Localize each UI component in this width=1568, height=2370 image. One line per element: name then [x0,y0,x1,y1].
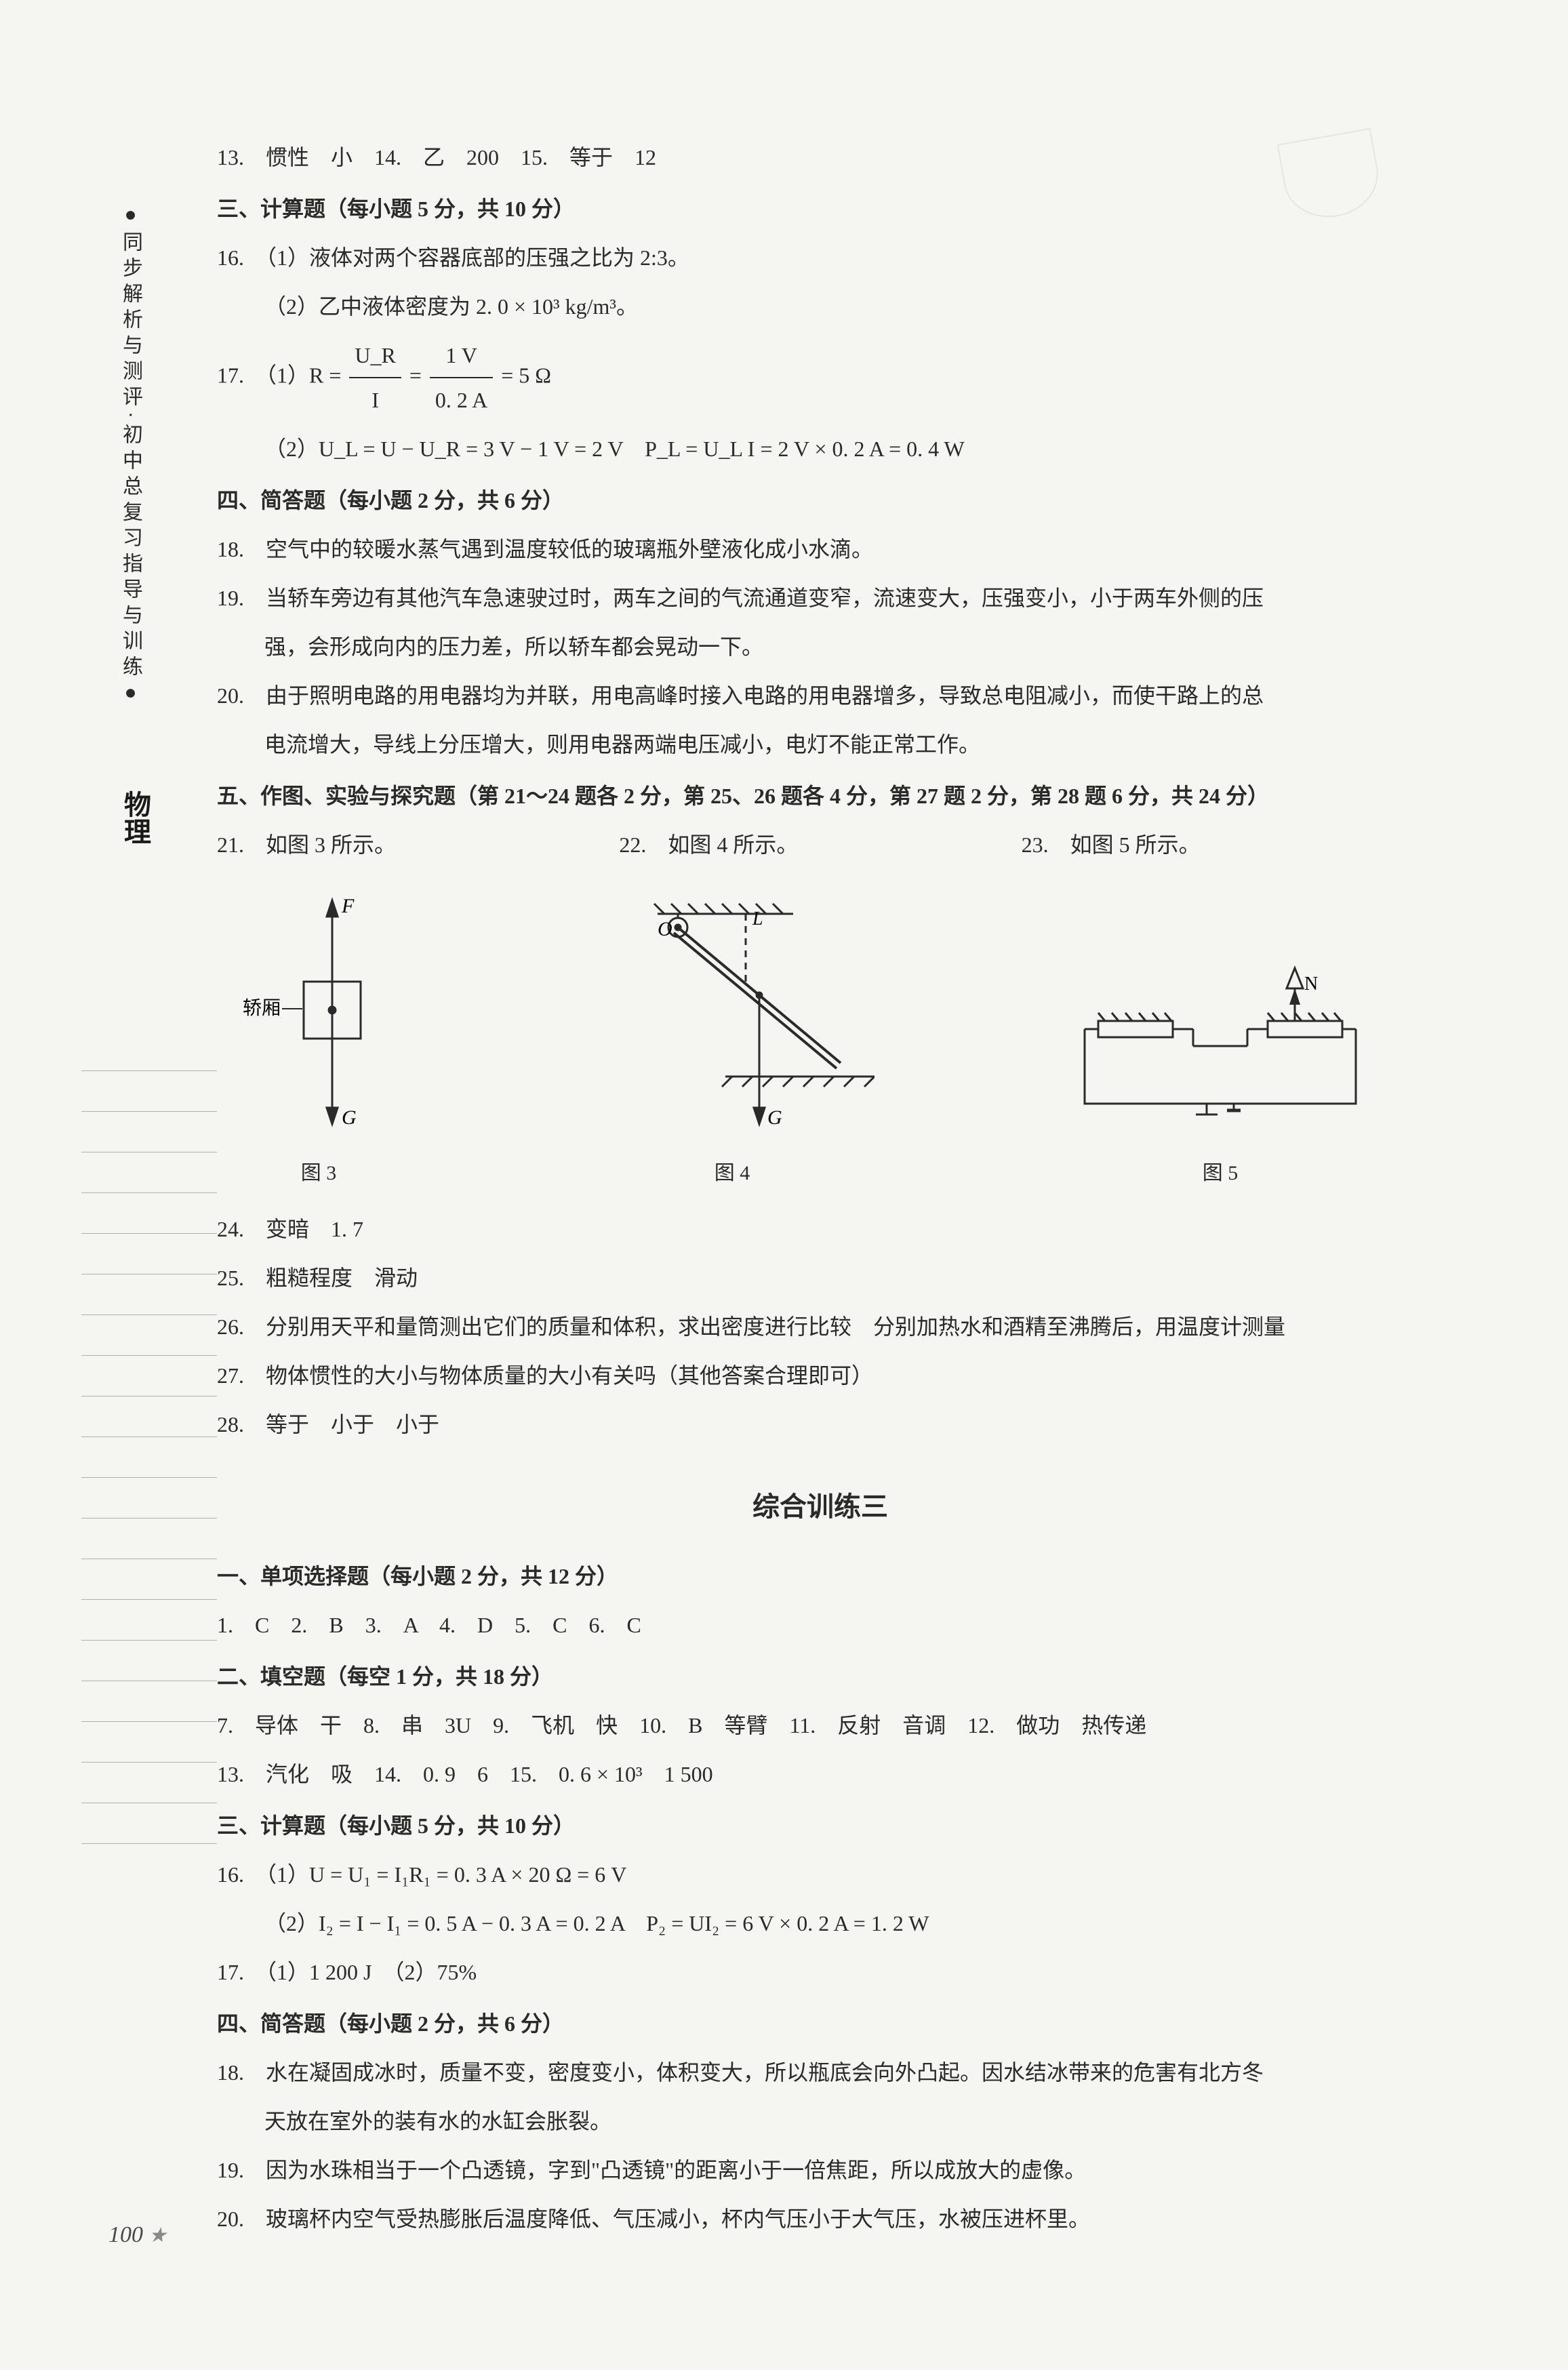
ref-23: 23. 如图 5 所示。 [1022,823,1424,866]
section-b2-heading: 二、填空题（每空 1 分，共 18 分） [217,1655,1424,1698]
fraction-2: 1 V0. 2 A [430,334,493,422]
label-L: L [752,908,763,929]
section-b3-heading: 三、计算题（每小题 5 分，共 10 分） [217,1804,1424,1847]
answer-16-1: 16. （1）液体对两个容器底部的压强之比为 2:3。 [217,236,1424,279]
short-b20: 20. 玻璃杯内空气受热膨胀后温度降低、气压减小，杯内气压小于大气压，水被压进杯… [217,2197,1424,2241]
star-icon: ★ [148,2224,167,2247]
answer-26: 26. 分别用天平和量筒测出它们的质量和体积，求出密度进行比较 分别加热水和酒精… [217,1305,1424,1348]
figure-3: F G 轿厢 图 3 [230,887,407,1194]
figure-5-svg: N [1058,941,1383,1131]
figure-3-svg: F G 轿厢 [230,887,407,1131]
subject-label: 物理 [115,790,155,845]
page-number: 100★ [108,2222,167,2248]
label-box: 轿厢 [243,997,281,1019]
figure-3-caption: 图 3 [230,1153,407,1194]
section-5-heading: 五、作图、实验与探究题（第 21～24 题各 2 分，第 25、26 题各 4 … [217,774,1424,818]
calc-b17: 17. （1）1 200 J （2）75% [217,1950,1424,1994]
short-b18a: 18. 水在凝固成冰时，质量不变，密度变小，体积变大，所以瓶底会向外凸起。因水结… [217,2051,1424,2094]
section-b4-heading: 四、简答题（每小题 2 分，共 6 分） [217,2002,1424,2045]
answer-19b: 强，会形成向内的压力差，所以轿车都会晃动一下。 [217,625,1424,668]
answer-17-1: 17. （1）R = U_RI = 1 V0. 2 A = 5 Ω [217,334,1424,422]
answer-line-13: 13. 惯性 小 14. 乙 200 15. 等于 12 [217,136,1424,179]
figure-refs-row: 21. 如图 3 所示。 22. 如图 4 所示。 23. 如图 5 所示。 [217,823,1424,866]
answer-24: 24. 变暗 1. 7 [217,1207,1424,1251]
label-G: G [342,1106,357,1129]
section-3-heading: 三、计算题（每小题 5 分，共 10 分） [217,187,1424,230]
fill-answers-2: 13. 汽化 吸 14. 0. 9 6 15. 0. 6 × 10³ 1 500 [217,1752,1424,1796]
fill-answers-1: 7. 导体 干 8. 串 3U 9. 飞机 快 10. B 等臂 11. 反射 … [217,1704,1424,1747]
short-b18b: 天放在室外的装有水的水缸会胀裂。 [217,2100,1424,2143]
mc-answers: 1. C 2. B 3. A 4. D 5. C 6. C [217,1603,1424,1647]
answer-17-2: （2）U_L = U − U_R = 3 V − 1 V = 2 V P_L =… [217,427,1424,470]
short-b19: 19. 因为水珠相当于一个凸透镜，字到"凸透镜"的距离小于一倍焦距，所以成放大的… [217,2148,1424,2192]
label-G4: G [767,1106,782,1129]
section-4-heading: 四、简答题（每小题 2 分，共 6 分） [217,479,1424,522]
book-series-label: ●同步解析与测评·初中总复习指导与训练● [115,203,145,709]
calc-b16-2: （2）I₂ = I − I₁ = 0. 5 A − 0. 3 A = 0. 2 … [217,1902,1424,1945]
figures-row: F G 轿厢 图 3 [230,887,1383,1194]
ref-21: 21. 如图 3 所示。 [217,823,619,866]
section-b1-heading: 一、单项选择题（每小题 2 分，共 12 分） [217,1554,1424,1598]
answer-20b: 电流增大，导线上分压增大，则用电器两端电压减小，电灯不能正常工作。 [217,723,1424,766]
answer-18: 18. 空气中的较暖水蒸气遇到温度较低的玻璃瓶外壁液化成小水滴。 [217,527,1424,571]
text: = [409,363,427,387]
ref-22: 22. 如图 4 所示。 [619,823,1021,866]
answer-28: 28. 等于 小于 小于 [217,1403,1424,1446]
label-F: F [341,895,355,917]
section-title-3: 综合训练三 [217,1480,1424,1534]
label-O: O [658,918,672,940]
margin-note-lines [81,1030,217,1844]
text: 17. （1）R = [217,363,346,387]
figure-4-svg: O L G [590,887,875,1131]
calc-b16-1: 16. （1）U = U₁ = I₁R₁ = 0. 3 A × 20 Ω = 6… [217,1853,1424,1896]
fraction-1: U_RI [349,334,401,422]
main-content: 13. 惯性 小 14. 乙 200 15. 等于 12 三、计算题（每小题 5… [217,136,1424,2241]
answer-25: 25. 粗糙程度 滑动 [217,1256,1424,1300]
answer-19a: 19. 当轿车旁边有其他汽车急速驶过时，两车之间的气流通道变窄，流速变大，压强变… [217,576,1424,620]
label-N: N [1304,973,1318,995]
text: = 5 Ω [501,363,551,387]
answer-16-2: （2）乙中液体密度为 2. 0 × 10³ kg/m³。 [217,285,1424,328]
figure-4-caption: 图 4 [590,1153,875,1194]
figure-4: O L G 图 4 [590,887,875,1194]
figure-5: N 图 5 [1058,941,1383,1194]
sidebar: ●同步解析与测评·初中总复习指导与训练● 物理 [115,203,149,845]
answer-20a: 20. 由于照明电路的用电器均为并联，用电高峰时接入电路的用电器增多，导致总电阻… [217,674,1424,717]
answer-27: 27. 物体惯性的大小与物体质量的大小有关吗（其他答案合理即可） [217,1354,1424,1397]
figure-5-caption: 图 5 [1058,1153,1383,1194]
